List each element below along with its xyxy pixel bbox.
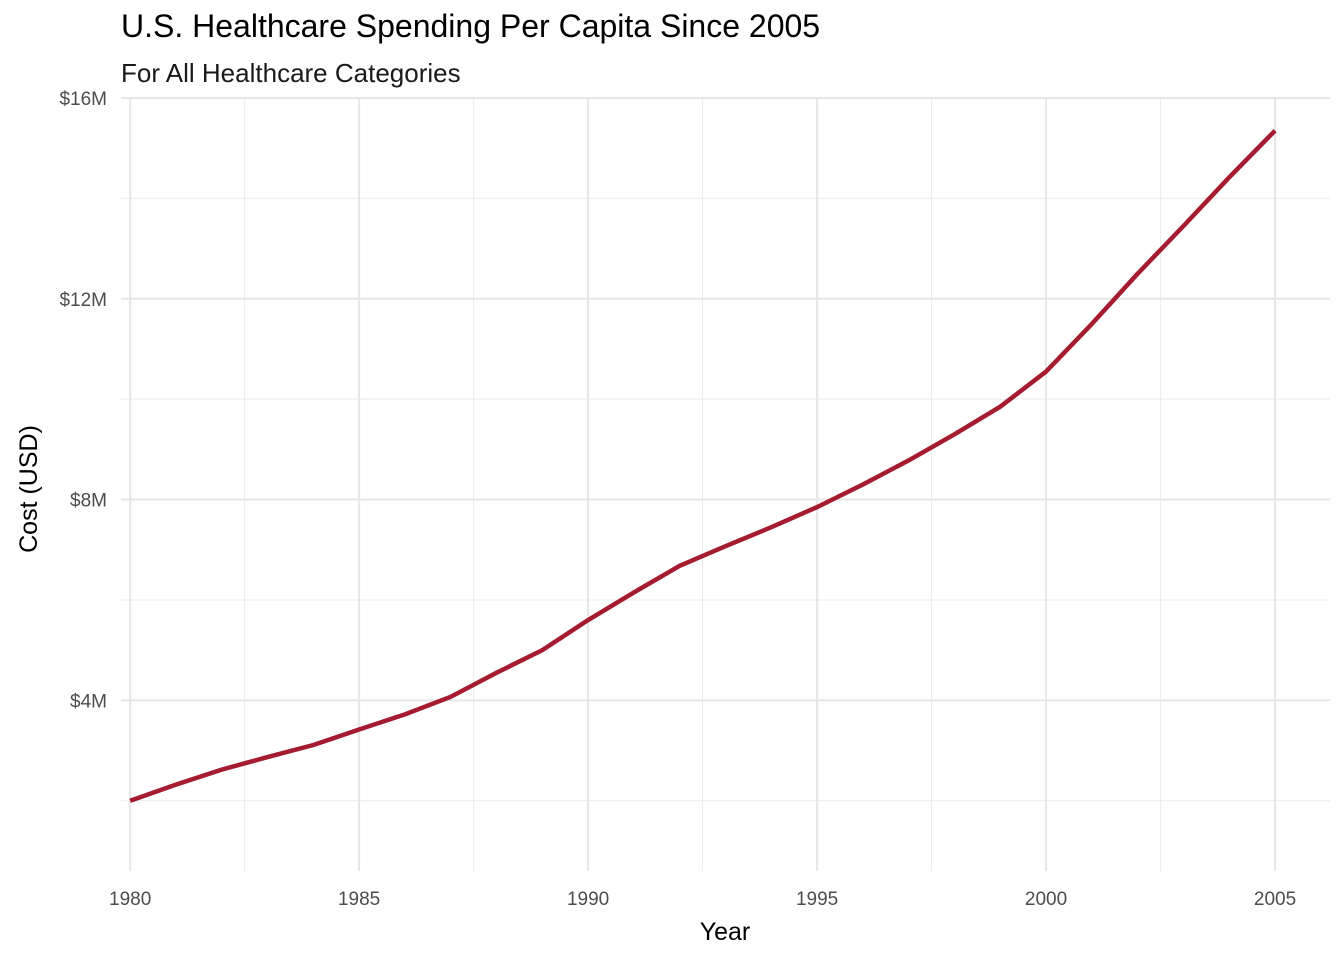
y-tick-label: $12M (59, 290, 107, 311)
x-tick-label: 1985 (338, 889, 380, 910)
chart-subtitle: For All Healthcare Categories (121, 58, 461, 88)
y-tick-label: $4M (70, 691, 107, 712)
chart-title: U.S. Healthcare Spending Per Capita Sinc… (121, 8, 821, 44)
series-line (129, 129, 1277, 803)
x-tick-label: 1995 (796, 889, 838, 910)
y-axis-ticks: $4M $8M $12M $16M (59, 89, 107, 712)
x-axis-title: Year (700, 918, 751, 946)
major-gridlines (121, 97, 1330, 871)
x-tick-label: 1980 (109, 889, 151, 910)
x-axis-ticks: 1980 1985 1990 1995 2000 2005 (109, 889, 1296, 910)
x-tick-label: 2005 (1254, 889, 1296, 910)
series-layer (129, 129, 1277, 803)
x-tick-label: 1990 (567, 889, 609, 910)
y-axis-title: Cost (USD) (15, 425, 43, 553)
minor-gridlines (121, 98, 1330, 871)
y-tick-label: $16M (59, 89, 107, 110)
x-tick-label: 2000 (1025, 889, 1067, 910)
y-tick-label: $8M (70, 491, 107, 512)
